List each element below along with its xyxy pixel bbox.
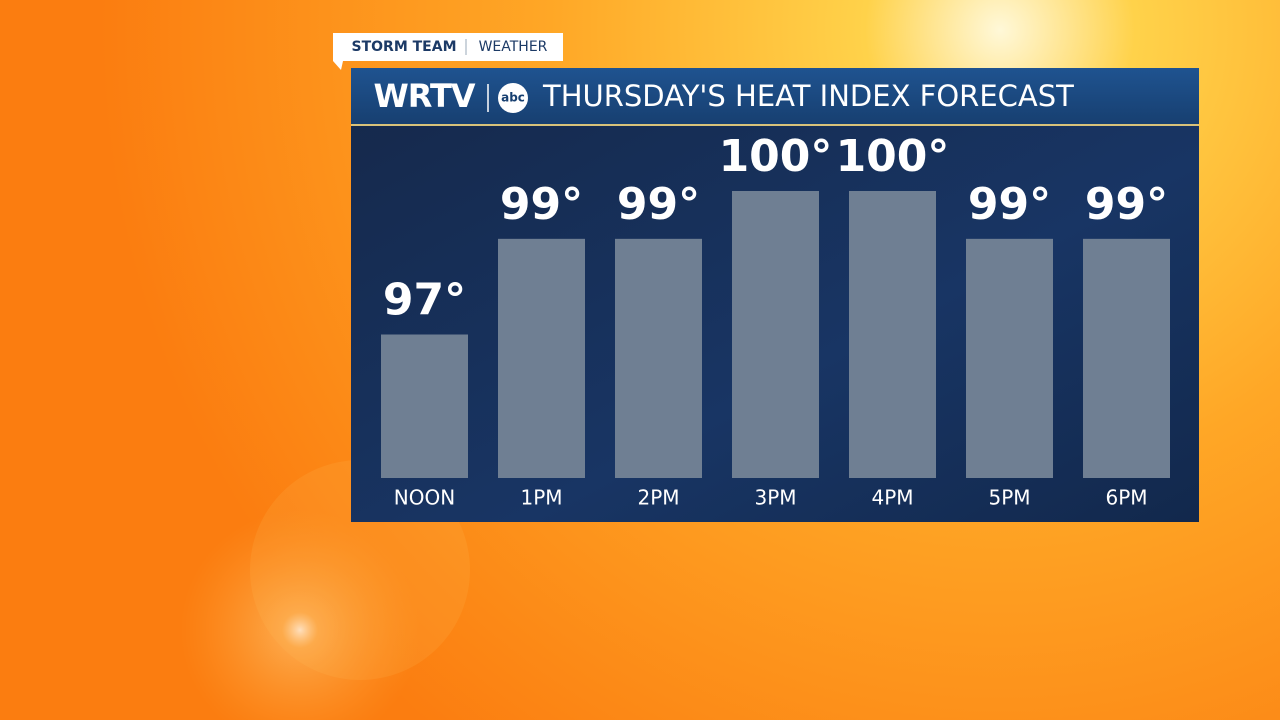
tag-label: STORM TEAM xyxy=(352,39,457,55)
x-tick-label: 5PM xyxy=(988,486,1030,510)
value-label: 99° xyxy=(968,179,1051,230)
bar xyxy=(849,191,936,478)
network-logo xyxy=(498,83,528,113)
header-rule xyxy=(351,124,1199,126)
bar xyxy=(966,238,1053,478)
bar xyxy=(615,238,702,478)
lens-flare xyxy=(180,510,420,724)
panel-header xyxy=(351,68,1199,125)
x-tick-label: 6PM xyxy=(1105,486,1147,510)
network-logo-text: abc xyxy=(501,91,525,105)
bar xyxy=(381,334,468,478)
x-tick-label: 1PM xyxy=(520,486,562,510)
value-label: 100° xyxy=(719,131,833,182)
x-tick-label: 3PM xyxy=(754,486,796,510)
tag-box xyxy=(333,33,563,70)
value-label: 99° xyxy=(500,179,583,230)
value-label: 99° xyxy=(1085,179,1168,230)
bar xyxy=(1083,238,1170,478)
chart-title: THURSDAY'S HEAT INDEX FORECAST xyxy=(542,79,1074,113)
station-logo: WRTV xyxy=(373,77,475,115)
bar xyxy=(498,238,585,478)
bar xyxy=(732,191,819,478)
value-label: 99° xyxy=(617,179,700,230)
section-label: WEATHER xyxy=(479,39,548,55)
value-label: 100° xyxy=(836,131,950,182)
x-tick-label: NOON xyxy=(394,486,455,510)
x-tick-label: 2PM xyxy=(637,486,679,510)
value-label: 97° xyxy=(383,275,466,326)
x-tick-label: 4PM xyxy=(871,486,913,510)
